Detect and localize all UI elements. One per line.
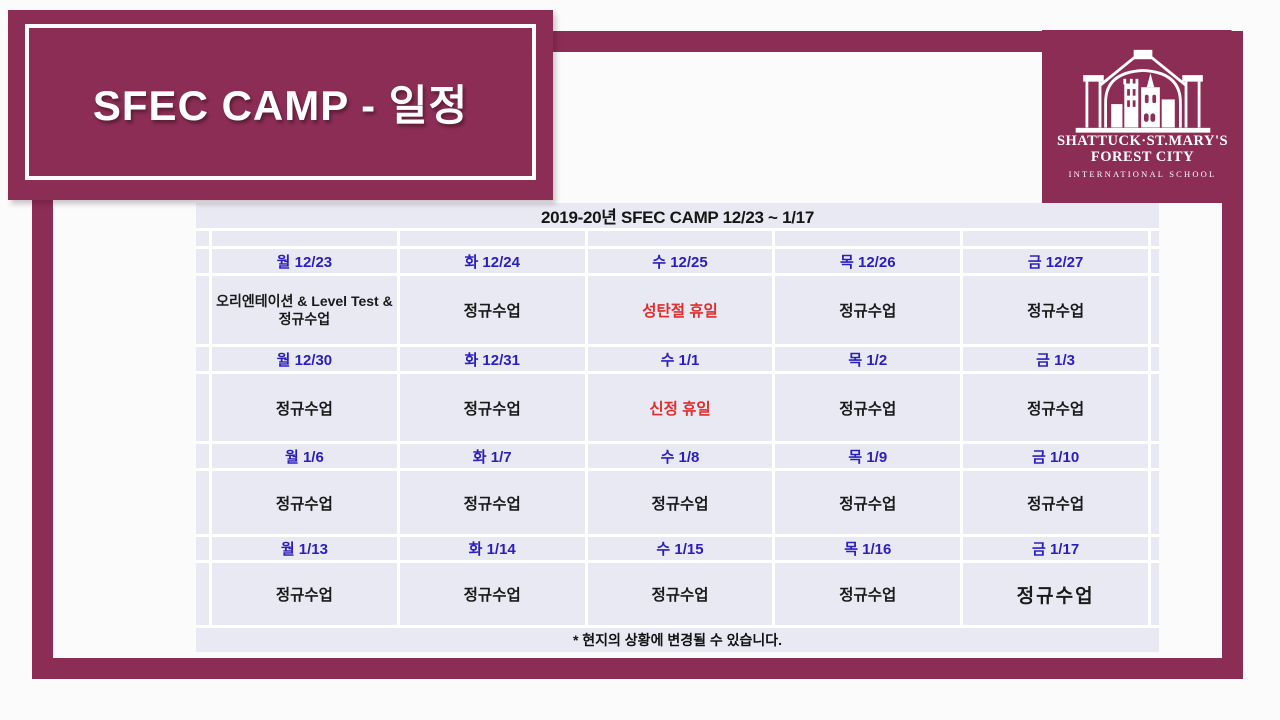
day-header-cell: 금 12/27: [963, 249, 1148, 273]
day-header-cell: 화 12/31: [399, 347, 585, 371]
day-header-cell: 목 12/26: [775, 249, 961, 273]
title-inner-border: SFEC CAMP - 일정: [25, 24, 536, 180]
spacer-cell: [1151, 444, 1159, 468]
day-header-cell: 화 12/24: [399, 249, 585, 273]
spacer-cell: [196, 249, 209, 273]
day-header-cell: 화 1/7: [399, 444, 585, 468]
title-box: SFEC CAMP - 일정: [8, 10, 553, 200]
spacer-cell: [1151, 563, 1159, 625]
spacer-cell: [1151, 249, 1159, 273]
spacer-cell: [1151, 537, 1159, 560]
schedule-cell: 정규수업: [775, 374, 961, 441]
schedule-cell-holiday: 성탄절 휴일: [587, 276, 773, 344]
day-header-cell: 월 1/13: [212, 537, 397, 560]
day-header-cell: 월 1/6: [212, 444, 397, 468]
spacer-cell: [196, 444, 209, 468]
spacer-cell: [212, 231, 397, 246]
spacer-cell: [196, 471, 209, 534]
schedule-cell: 정규수업: [212, 563, 397, 625]
schedule-cell: 정규수업: [775, 563, 961, 625]
spacer-cell: [587, 231, 773, 246]
schedule-cell: 정규수업: [399, 374, 585, 441]
day-header-cell: 월 12/30: [212, 347, 397, 371]
spacer-cell: [399, 231, 585, 246]
schedule-cell: 정규수업: [587, 471, 773, 534]
schedule-cell: 정규수업: [212, 374, 397, 441]
schedule-cell: 정규수업: [775, 276, 961, 344]
day-header-cell: 목 1/16: [775, 537, 961, 560]
day-header-cell: 금 1/3: [963, 347, 1148, 371]
day-header-cell: 목 1/2: [775, 347, 961, 371]
spacer-cell: [196, 563, 209, 625]
spacer-cell: [775, 231, 961, 246]
schedule-cell: 정규수업: [963, 276, 1148, 344]
schedule-table: 2019-20년 SFEC CAMP 12/23 ~ 1/17 월 12/23 …: [196, 203, 1159, 652]
table-footnote: * 현지의 상황에 변경될 수 있습니다.: [196, 628, 1159, 652]
day-header-cell: 월 12/23: [212, 249, 397, 273]
day-header-cell: 수 1/8: [587, 444, 773, 468]
spacer-cell: [196, 537, 209, 560]
day-header-cell: 수 1/15: [587, 537, 773, 560]
slide-title: SFEC CAMP - 일정: [92, 81, 469, 129]
spacer-cell: [1151, 231, 1159, 246]
day-header-cell: 수 12/25: [587, 249, 773, 273]
schedule-cell: 정규수업: [963, 563, 1148, 625]
spacer-cell: [196, 347, 209, 371]
schedule-cell-holiday: 신정 휴일: [587, 374, 773, 441]
spacer-cell: [1151, 374, 1159, 441]
day-header-cell: 화 1/14: [399, 537, 585, 560]
schedule-cell: 정규수업: [399, 563, 585, 625]
day-header-cell: 금 1/10: [963, 444, 1148, 468]
spacer-cell: [196, 231, 209, 246]
spacer-cell: [196, 374, 209, 441]
spacer-cell: [1151, 347, 1159, 371]
schedule-cell: 정규수업: [963, 374, 1148, 441]
school-crest-icon: [1075, 49, 1210, 133]
logo-school-name: SHATTUCK·ST.MARY'S: [1056, 133, 1229, 149]
schedule-cell: 정규수업: [963, 471, 1148, 534]
logo-school-type: INTERNATIONAL SCHOOL: [1068, 168, 1217, 179]
spacer-cell: [963, 231, 1148, 246]
spacer-cell: [1151, 276, 1159, 344]
day-header-cell: 금 1/17: [963, 537, 1148, 560]
schedule-cell: 정규수업: [587, 563, 773, 625]
table-title: 2019-20년 SFEC CAMP 12/23 ~ 1/17: [196, 203, 1159, 228]
spacer-cell: [1151, 471, 1159, 534]
schedule-cell: 정규수업: [775, 471, 961, 534]
schedule-cell: 오리엔테이션 & Level Test & 정규수업: [212, 276, 397, 344]
day-header-cell: 수 1/1: [587, 347, 773, 371]
spacer-cell: [196, 276, 209, 344]
day-header-cell: 목 1/9: [775, 444, 961, 468]
school-logo: SHATTUCK·ST.MARY'S FOREST CITY INTERNATI…: [1042, 30, 1243, 203]
schedule-cell: 정규수업: [212, 471, 397, 534]
schedule-cell: 정규수업: [399, 276, 585, 344]
logo-campus-name: FOREST CITY: [1090, 148, 1195, 165]
schedule-cell: 정규수업: [399, 471, 585, 534]
